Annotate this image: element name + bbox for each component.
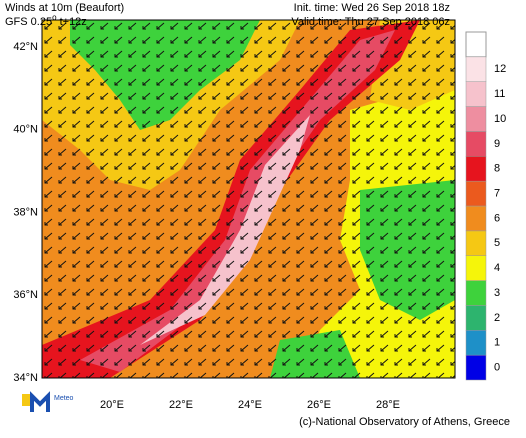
map-frame	[41, 19, 456, 379]
colorbar-box	[465, 81, 487, 107]
logo-text: Meteo	[54, 395, 74, 402]
colorbar-label: 0	[494, 361, 500, 373]
colorbar-label: 5	[494, 237, 500, 249]
colorbar-box	[465, 131, 487, 157]
colorbar-top	[465, 31, 487, 58]
lat-label: 34°N	[13, 372, 38, 384]
colorbar-label: 2	[494, 312, 500, 324]
model-step: t+12z	[57, 16, 87, 28]
map	[42, 20, 455, 378]
model: GFS 0.25o t+12z	[5, 13, 87, 28]
model-degree: o	[52, 13, 57, 22]
colorbar-box	[465, 106, 487, 132]
lon-label: 26°E	[307, 399, 331, 411]
credit: (c)-National Observatory of Athens, Gree…	[299, 416, 510, 428]
lat-label: 40°N	[13, 124, 38, 136]
colorbar-label: 1	[494, 337, 500, 349]
colorbar-box	[465, 205, 487, 232]
lat-label: 42°N	[13, 41, 38, 53]
colorbar-box	[465, 354, 487, 381]
logo-m	[30, 391, 50, 412]
colorbar-label: 9	[494, 138, 500, 150]
title: Winds at 10m (Beaufort)	[5, 2, 124, 14]
colorbar-label: 6	[494, 212, 500, 224]
colorbar-box	[465, 255, 487, 281]
lat-label: 38°N	[13, 206, 38, 218]
colorbar-box	[465, 280, 487, 306]
lon-label: 22°E	[169, 399, 193, 411]
colorbar-label: 8	[494, 163, 500, 175]
colorbar-label: 10	[494, 113, 506, 125]
lat-label: 36°N	[13, 289, 38, 301]
colorbar-box	[465, 156, 487, 182]
logo: Meteo	[22, 391, 74, 412]
lon-label: 20°E	[100, 399, 124, 411]
model-name: GFS 0.25	[5, 16, 52, 28]
lon-labels: 20°E 22°E 24°E 26°E 28°E	[100, 399, 400, 411]
init-time: Init. time: Wed 26 Sep 2018 18z	[294, 2, 450, 14]
colorbar-box	[465, 305, 487, 331]
colorbar-box	[465, 180, 487, 207]
lon-label: 24°E	[238, 399, 262, 411]
colorbar-box	[465, 230, 487, 256]
lon-label: 28°E	[376, 399, 400, 411]
colorbar-label: 12	[494, 63, 506, 75]
colorbar-box	[465, 56, 487, 82]
wind-arrows	[42, 20, 455, 378]
valid-time: Valid time: Thu 27 Sep 2018 06z	[291, 16, 450, 28]
logo-sun	[22, 394, 30, 406]
colorbar-label: 7	[494, 187, 500, 199]
colorbar-box	[465, 330, 487, 356]
colorbar-label: 4	[494, 262, 500, 274]
lat-labels: 42°N 40°N 38°N 36°N 34°N	[13, 41, 38, 384]
colorbar-label: 11	[494, 88, 505, 100]
colorbar-label: 3	[494, 287, 500, 299]
